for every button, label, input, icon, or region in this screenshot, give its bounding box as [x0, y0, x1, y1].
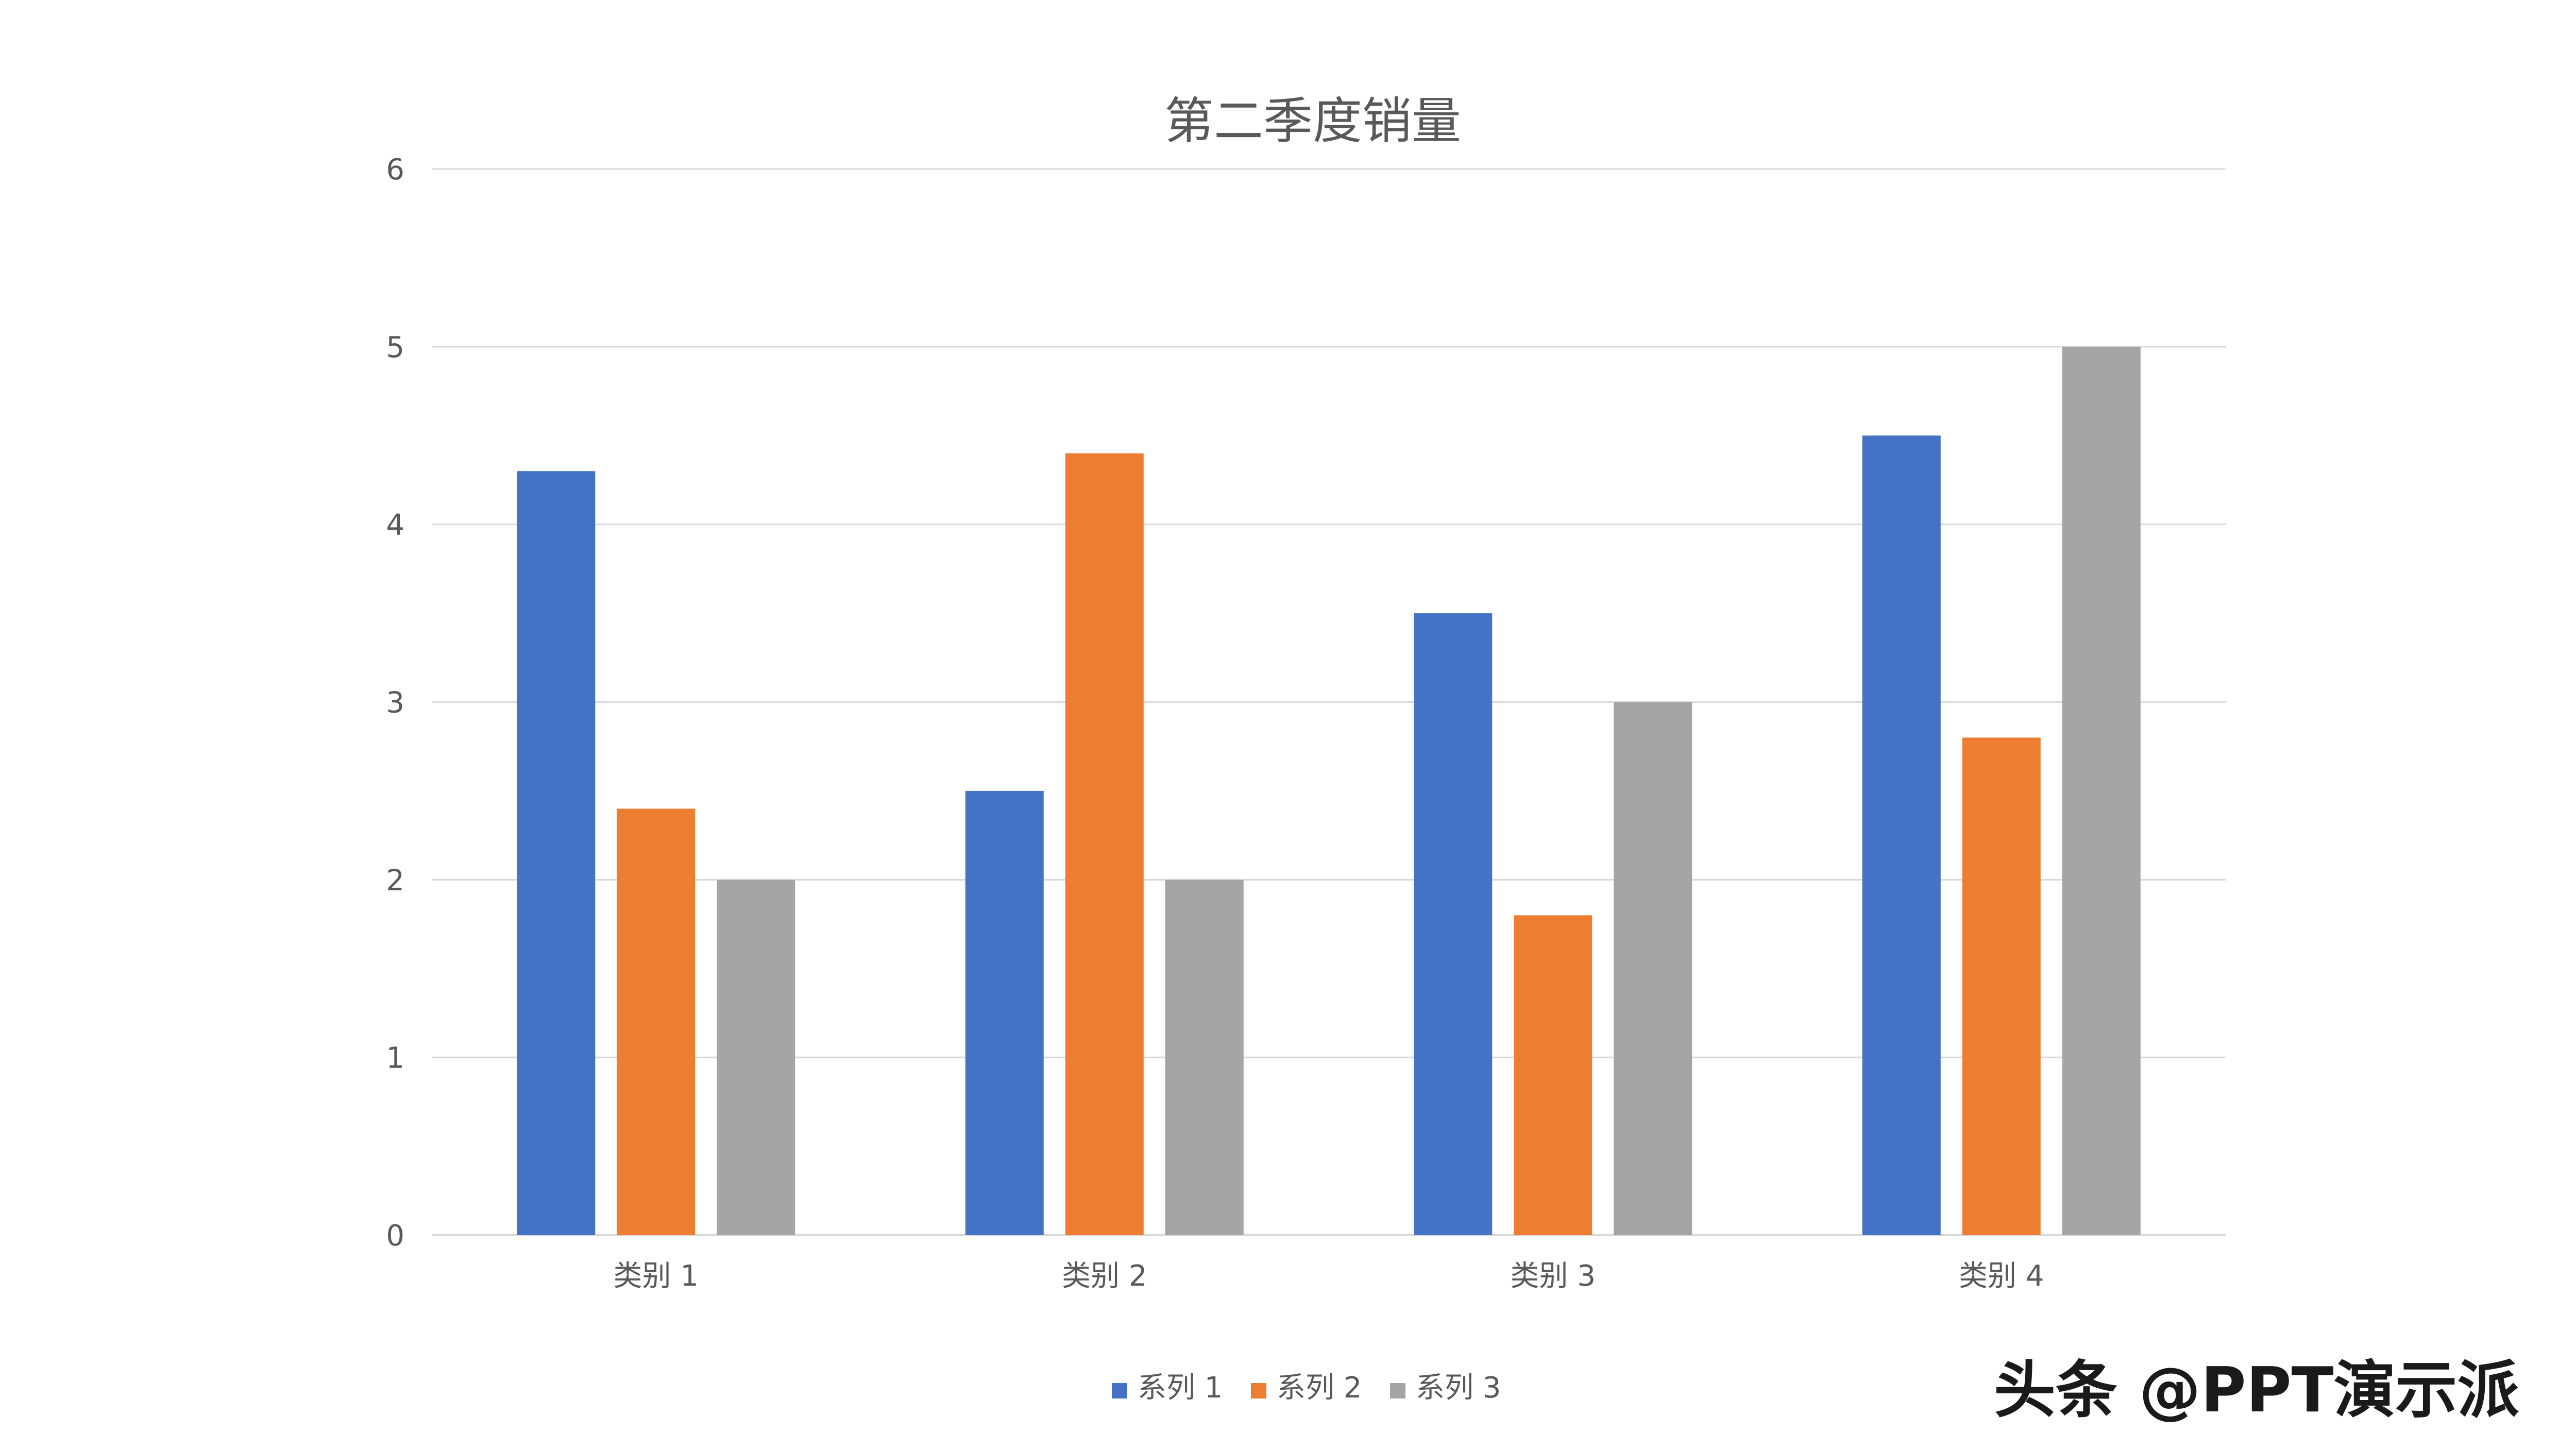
x-tick-label: 类别 4	[1959, 1259, 2044, 1293]
bar	[1962, 737, 2041, 1235]
y-tick-label: 4	[386, 509, 404, 542]
bar	[617, 808, 696, 1235]
legend-label: 系列 2	[1277, 1371, 1362, 1405]
y-tick-label: 6	[386, 153, 404, 187]
y-tick-label: 5	[386, 331, 404, 364]
x-tick-label: 类别 2	[1062, 1259, 1147, 1293]
x-tick-label: 类别 3	[1511, 1259, 1596, 1293]
legend: 系列 1 系列 2 系列 3	[1112, 1371, 1501, 1405]
legend-swatch	[1390, 1383, 1405, 1399]
legend-label: 系列 3	[1416, 1371, 1501, 1405]
bar	[1514, 915, 1592, 1235]
y-tick-label: 3	[386, 686, 404, 720]
watermark: 头条 @PPT演示派	[1994, 1355, 2519, 1426]
y-axis-ticks: 0 1 2 3 4 5 6	[386, 153, 404, 1253]
bar	[517, 471, 596, 1235]
bar	[1065, 453, 1144, 1235]
legend-swatch	[1251, 1383, 1266, 1399]
bar	[1165, 880, 1244, 1235]
y-tick-label: 2	[386, 864, 404, 897]
chart-title: 第二季度销量	[1164, 92, 1461, 150]
bar	[965, 790, 1044, 1235]
bar	[1614, 702, 1692, 1235]
y-tick-label: 1	[386, 1041, 404, 1075]
legend-label: 系列 1	[1138, 1371, 1223, 1405]
bar	[2062, 346, 2141, 1236]
x-axis-ticks: 类别 1 类别 2 类别 3 类别 4	[614, 1259, 2044, 1293]
x-tick-label: 类别 1	[614, 1259, 699, 1293]
bar	[1862, 435, 1941, 1235]
bar	[1414, 613, 1493, 1235]
y-tick-label: 0	[386, 1219, 404, 1253]
gridlines	[432, 168, 2226, 1236]
bars	[517, 346, 2141, 1236]
legend-swatch	[1112, 1383, 1127, 1399]
bar	[717, 880, 795, 1235]
